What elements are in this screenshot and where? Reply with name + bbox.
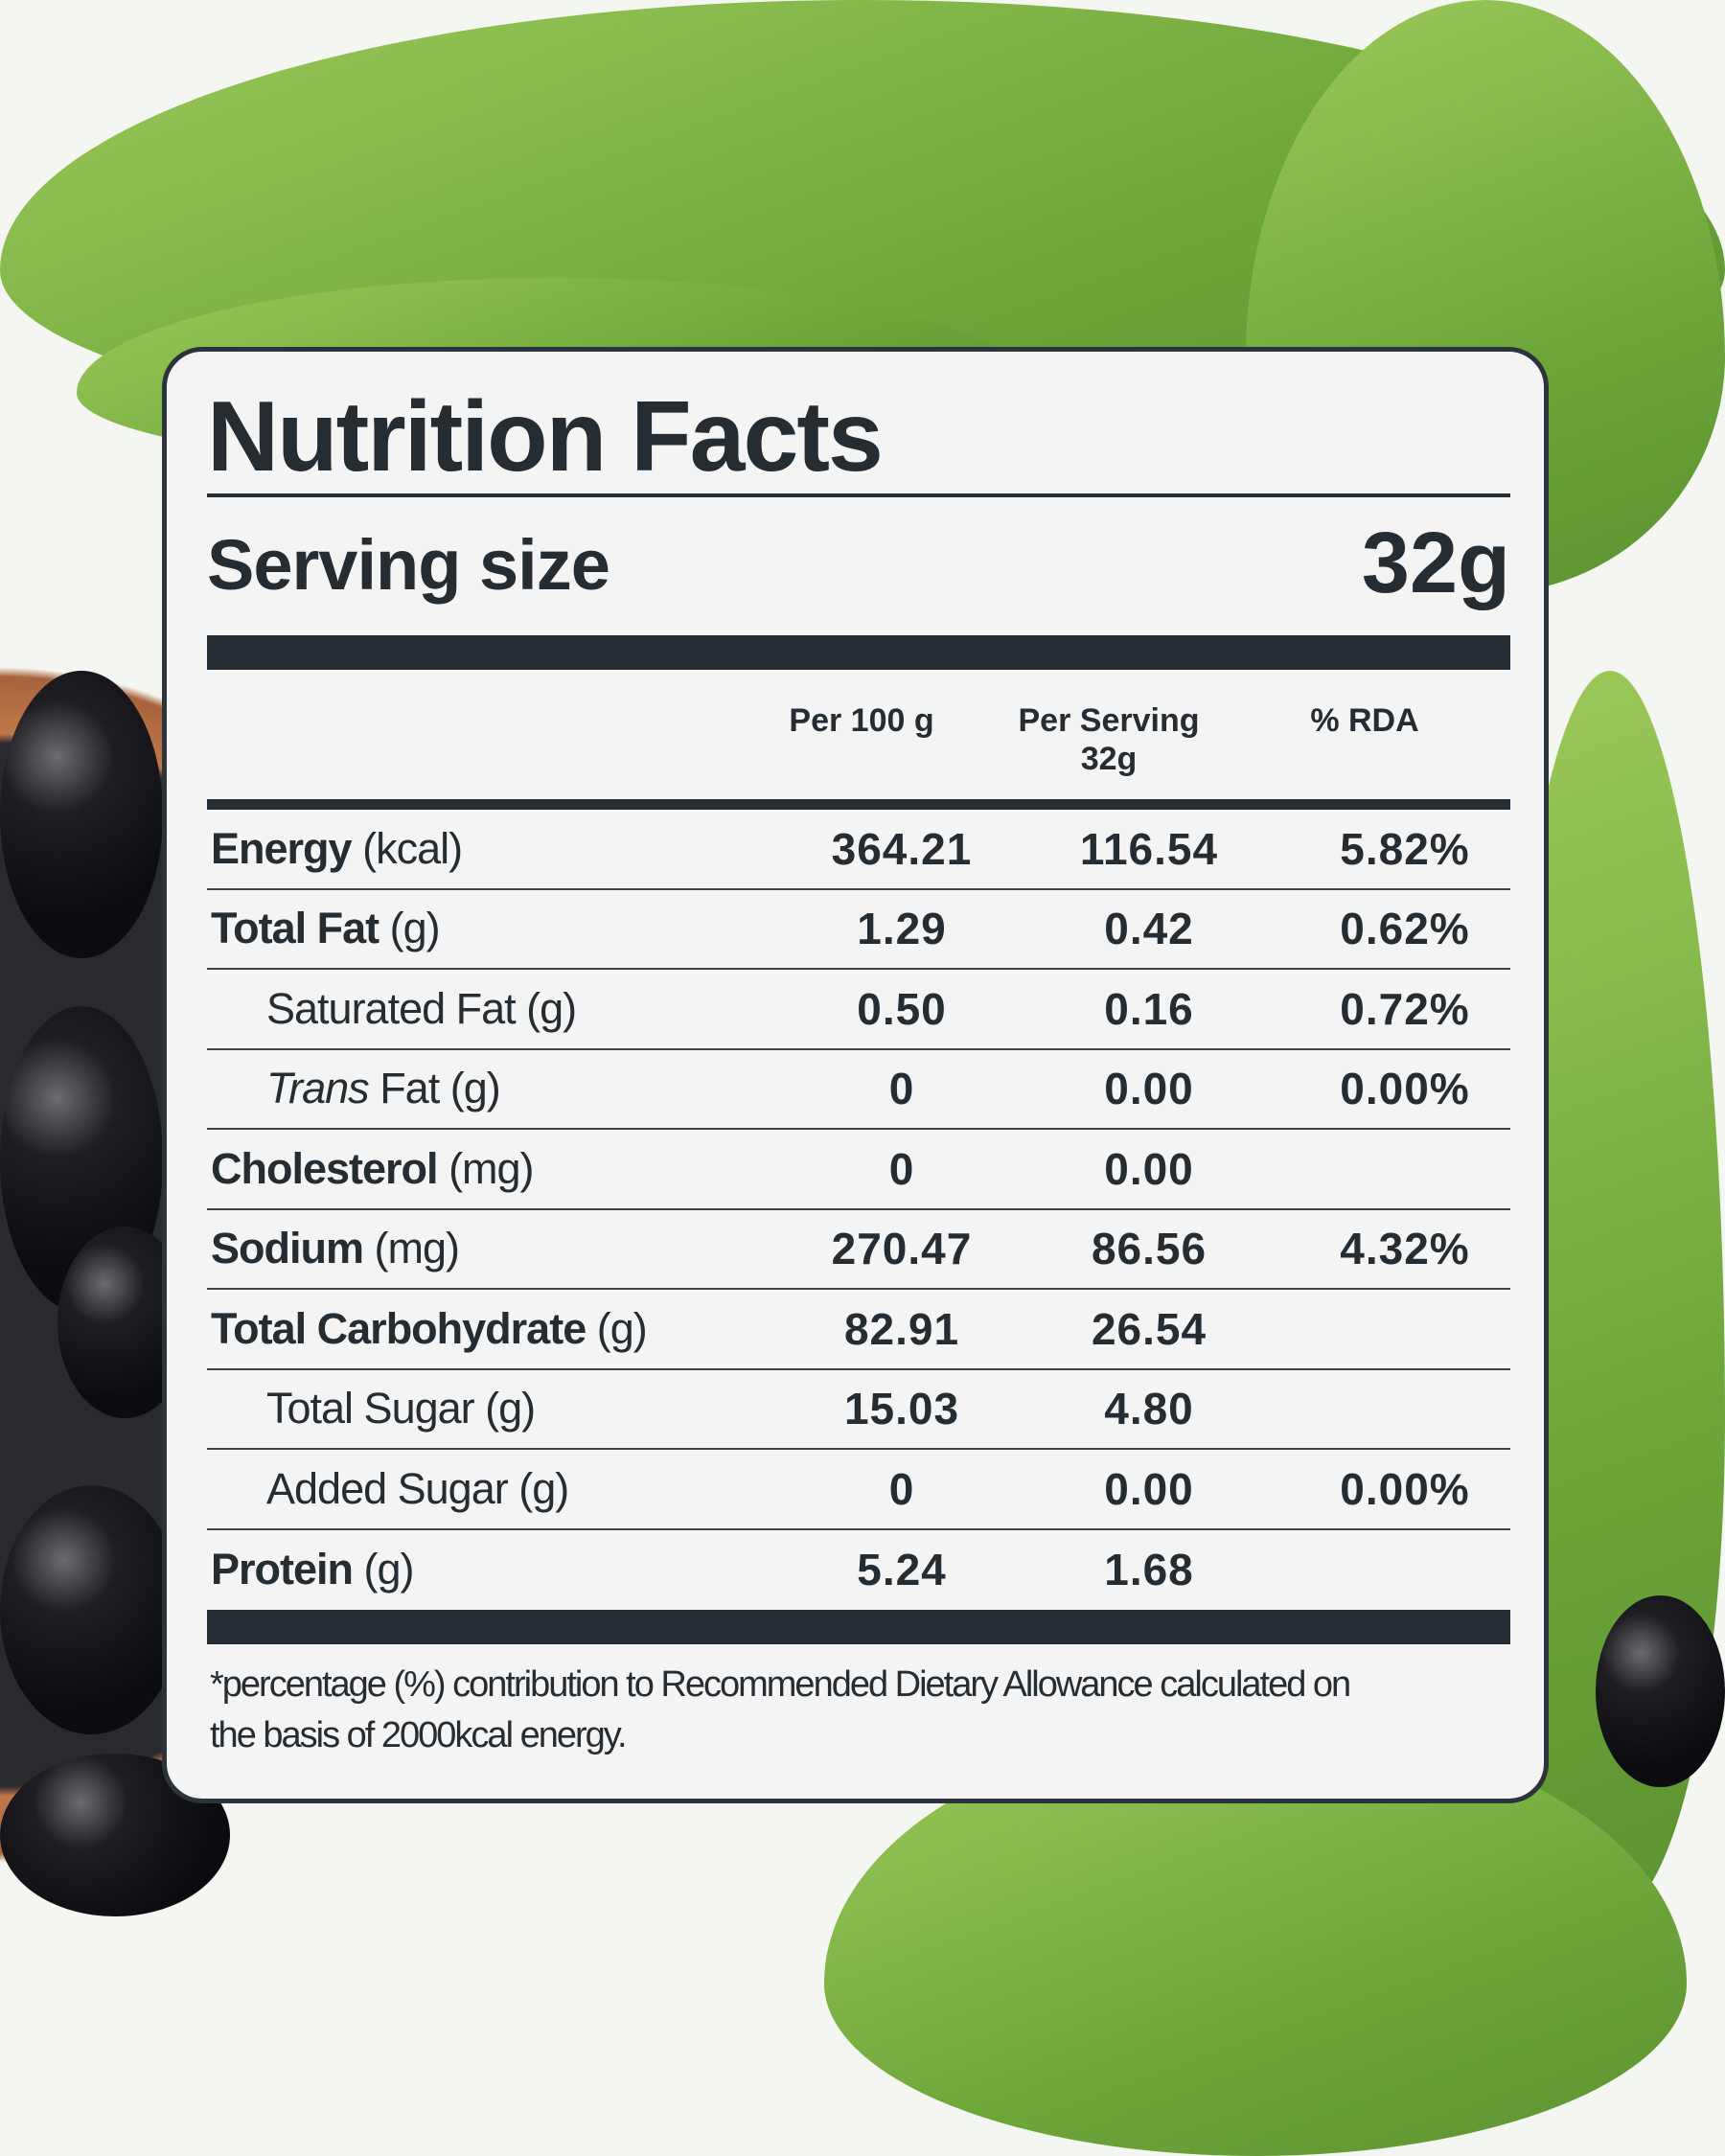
per-100g-value: 15.03: [843, 1384, 960, 1434]
nutrient-label: Total Carbohydrate (g): [211, 1303, 648, 1353]
nutrient-label: Added Sugar (g): [266, 1463, 569, 1513]
berry-image: [1596, 1595, 1725, 1787]
page-title: Nutrition Facts: [207, 381, 884, 493]
per-100g-value: 0: [888, 1064, 915, 1114]
per-100g-value: 82.91: [843, 1303, 960, 1354]
divider: [207, 493, 1510, 497]
table-row-total-fat: Total Fat (g) 1.29 0.42 0.62%: [207, 890, 1510, 970]
per-serving-size: 32g: [1080, 741, 1138, 777]
per-100g-value: 0: [888, 1463, 915, 1514]
per-100g-value: 5.24: [857, 1545, 947, 1595]
nutrient-label: Protein (g): [211, 1545, 415, 1594]
nutrient-label: Trans Fat (g): [266, 1064, 501, 1113]
table-row-energy: Energy (kcal) 364.21 116.54 5.82%: [207, 810, 1510, 890]
nutrient-label: Sodium (mg): [211, 1224, 460, 1273]
per-serving-value: 4.80: [1104, 1384, 1194, 1434]
table-row-protein: Protein (g) 5.24 1.68: [207, 1530, 1510, 1611]
per-100g-value: 364.21: [831, 823, 973, 874]
per-100g-value: 0: [888, 1143, 915, 1194]
rda-value: 0.00%: [1340, 1463, 1470, 1514]
table-row-saturated-fat: Saturated Fat (g) 0.50 0.16 0.72%: [207, 970, 1510, 1050]
berry-image: [0, 671, 163, 958]
rda-value: 0.62%: [1340, 904, 1470, 954]
table-row-trans-fat: Trans Fat (g) 0 0.00 0.00%: [207, 1050, 1510, 1130]
per-serving-value: 0.00: [1104, 1143, 1194, 1194]
table-row-added-sugar: Added Sugar (g) 0 0.00 0.00%: [207, 1450, 1510, 1530]
column-header-rda: % RDA: [1310, 702, 1419, 739]
berry-image: [0, 1485, 182, 1734]
rda-value: 0.72%: [1340, 983, 1470, 1034]
rda-value: 0.00%: [1340, 1064, 1470, 1114]
column-header-per-serving: Per Serving 32g: [994, 701, 1224, 778]
table-row-cholesterol: Cholesterol (mg) 0 0.00: [207, 1130, 1510, 1210]
nutrient-label: Cholesterol (mg): [211, 1143, 535, 1193]
per-serving-label: Per Serving: [1018, 702, 1200, 739]
serving-size-value: 32g: [1361, 516, 1510, 611]
table-row-total-sugar: Total Sugar (g) 15.03 4.80: [207, 1370, 1510, 1450]
thick-divider: [207, 1610, 1510, 1644]
nutrition-facts-card: Nutrition Facts Serving size 32g Per 100…: [162, 347, 1549, 1803]
per-serving-value: 0.16: [1104, 983, 1194, 1034]
footnote-line: *percentage (%) contribution to Recommen…: [210, 1664, 1351, 1705]
nutrient-label: Total Sugar (g): [266, 1384, 536, 1434]
column-header-per-100g: Per 100 g: [789, 702, 934, 739]
per-serving-value: 116.54: [1079, 823, 1219, 874]
thick-divider: [207, 635, 1510, 670]
per-serving-value: 86.56: [1091, 1224, 1208, 1274]
per-serving-value: 0.00: [1104, 1463, 1194, 1514]
serving-size-label: Serving size: [207, 525, 610, 605]
per-serving-value: 0.00: [1104, 1064, 1194, 1114]
table-row-sodium: Sodium (mg) 270.47 86.56 4.32%: [207, 1210, 1510, 1290]
rda-value: 4.32%: [1340, 1224, 1470, 1274]
header-divider: [207, 799, 1510, 810]
nutrient-table: Energy (kcal) 364.21 116.54 5.82% Total Fat…: [207, 810, 1510, 1610]
nutrient-label: Total Fat (g): [211, 904, 441, 953]
rda-value: 5.82%: [1340, 823, 1470, 874]
per-100g-value: 0.50: [857, 983, 947, 1034]
per-serving-value: 1.68: [1104, 1545, 1194, 1595]
nutrient-label: Energy (kcal): [211, 823, 463, 873]
footnote-line: the basis of 2000kcal energy.: [210, 1715, 627, 1755]
per-serving-value: 26.54: [1091, 1303, 1208, 1354]
nutrient-label: Saturated Fat (g): [266, 983, 577, 1033]
per-100g-value: 1.29: [857, 904, 947, 954]
per-100g-value: 270.47: [831, 1224, 973, 1274]
per-serving-value: 0.42: [1104, 904, 1194, 954]
table-row-total-carbohydrate: Total Carbohydrate (g) 82.91 26.54: [207, 1290, 1510, 1370]
footnote: *percentage (%) contribution to Recommen…: [210, 1660, 1494, 1761]
